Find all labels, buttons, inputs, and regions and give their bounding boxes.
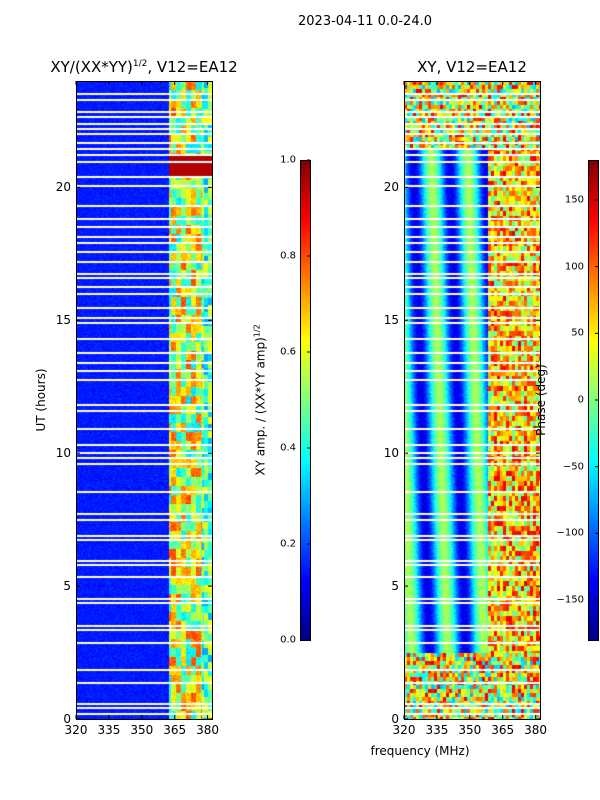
xlabel-frequency: frequency (MHz) <box>370 744 470 758</box>
colorbar2-tick-2: −50 <box>562 461 584 473</box>
panel2-ytick-15: 15 <box>383 313 399 328</box>
panel1-xtick-365: 365 <box>163 723 187 737</box>
panel1-ytick-0: 0 <box>63 712 71 726</box>
colorbar-phase <box>588 160 598 640</box>
panel2-ytick-10: 10 <box>383 446 399 461</box>
panel1-frame <box>76 81 213 720</box>
heatmap-amplitude <box>76 81 212 719</box>
colorbar2-tick-0: −150 <box>556 594 584 606</box>
colorbar2-label: Phase (deg) <box>534 364 548 436</box>
panel1-ytick-5: 5 <box>63 579 71 594</box>
panel1-xtick-320: 320 <box>64 723 88 737</box>
panel2-frame <box>404 81 541 720</box>
panel2-ytick-0: 0 <box>391 712 399 726</box>
colorbar2-tick-6: 150 <box>564 194 584 206</box>
colorbar1-tick-4: 0.8 <box>280 250 296 262</box>
panel1-xtick-335: 335 <box>97 723 121 737</box>
panel2-xtick-320: 320 <box>392 723 416 737</box>
colorbar1-tick-1: 0.2 <box>280 538 296 550</box>
panel2-ytick-20: 20 <box>383 180 399 195</box>
ylabel-ut-hours: UT (hours) <box>34 368 48 432</box>
panel1-title-main: XY/(XX*YY) <box>50 58 133 76</box>
colorbar2-tick-1: −100 <box>556 527 584 539</box>
colorbar2-tick-4: 50 <box>571 327 584 339</box>
colorbar1-label-main: XY amp. / (XX*YY amp) <box>253 337 268 476</box>
panel1-title-rest: , V12=EA12 <box>147 58 238 76</box>
panel2-ytick-5: 5 <box>391 579 399 594</box>
colorbar1-label: XY amp. / (XX*YY amp)1/2 <box>253 324 268 475</box>
panel2-xtick-350: 350 <box>458 723 482 737</box>
colorbar-amplitude <box>300 160 310 640</box>
colorbar2-tick-5: 100 <box>564 261 584 273</box>
colorbar2-tick-3: 0 <box>577 394 584 406</box>
colorbar1-tick-3: 0.6 <box>280 346 296 358</box>
panel1-xtick-380: 380 <box>196 723 220 737</box>
colorbar1-tick-5: 1.0 <box>280 154 296 166</box>
panel2-xtick-335: 335 <box>425 723 449 737</box>
panel1-ytick-20: 20 <box>55 180 71 195</box>
panel2-xtick-365: 365 <box>491 723 515 737</box>
figure-title: 2023-04-11 0.0-24.0 <box>298 14 432 29</box>
colorbar1-tick-2: 0.4 <box>280 442 296 454</box>
heatmap-phase <box>404 81 540 719</box>
panel2-xtick-380: 380 <box>524 723 548 737</box>
colorbar1-label-sup: 1/2 <box>252 324 262 338</box>
panel2-title: XY, V12=EA12 <box>417 58 527 76</box>
colorbar1-frame <box>300 160 311 641</box>
panel1-xtick-350: 350 <box>130 723 154 737</box>
panel1-ytick-15: 15 <box>55 313 71 328</box>
panel1-ytick-10: 10 <box>55 446 71 461</box>
colorbar1-tick-0: 0.0 <box>280 634 296 646</box>
colorbar2-frame <box>588 160 599 641</box>
panel1-title: XY/(XX*YY)1/2, V12=EA12 <box>44 58 244 76</box>
panel1-title-sup: 1/2 <box>132 59 148 69</box>
